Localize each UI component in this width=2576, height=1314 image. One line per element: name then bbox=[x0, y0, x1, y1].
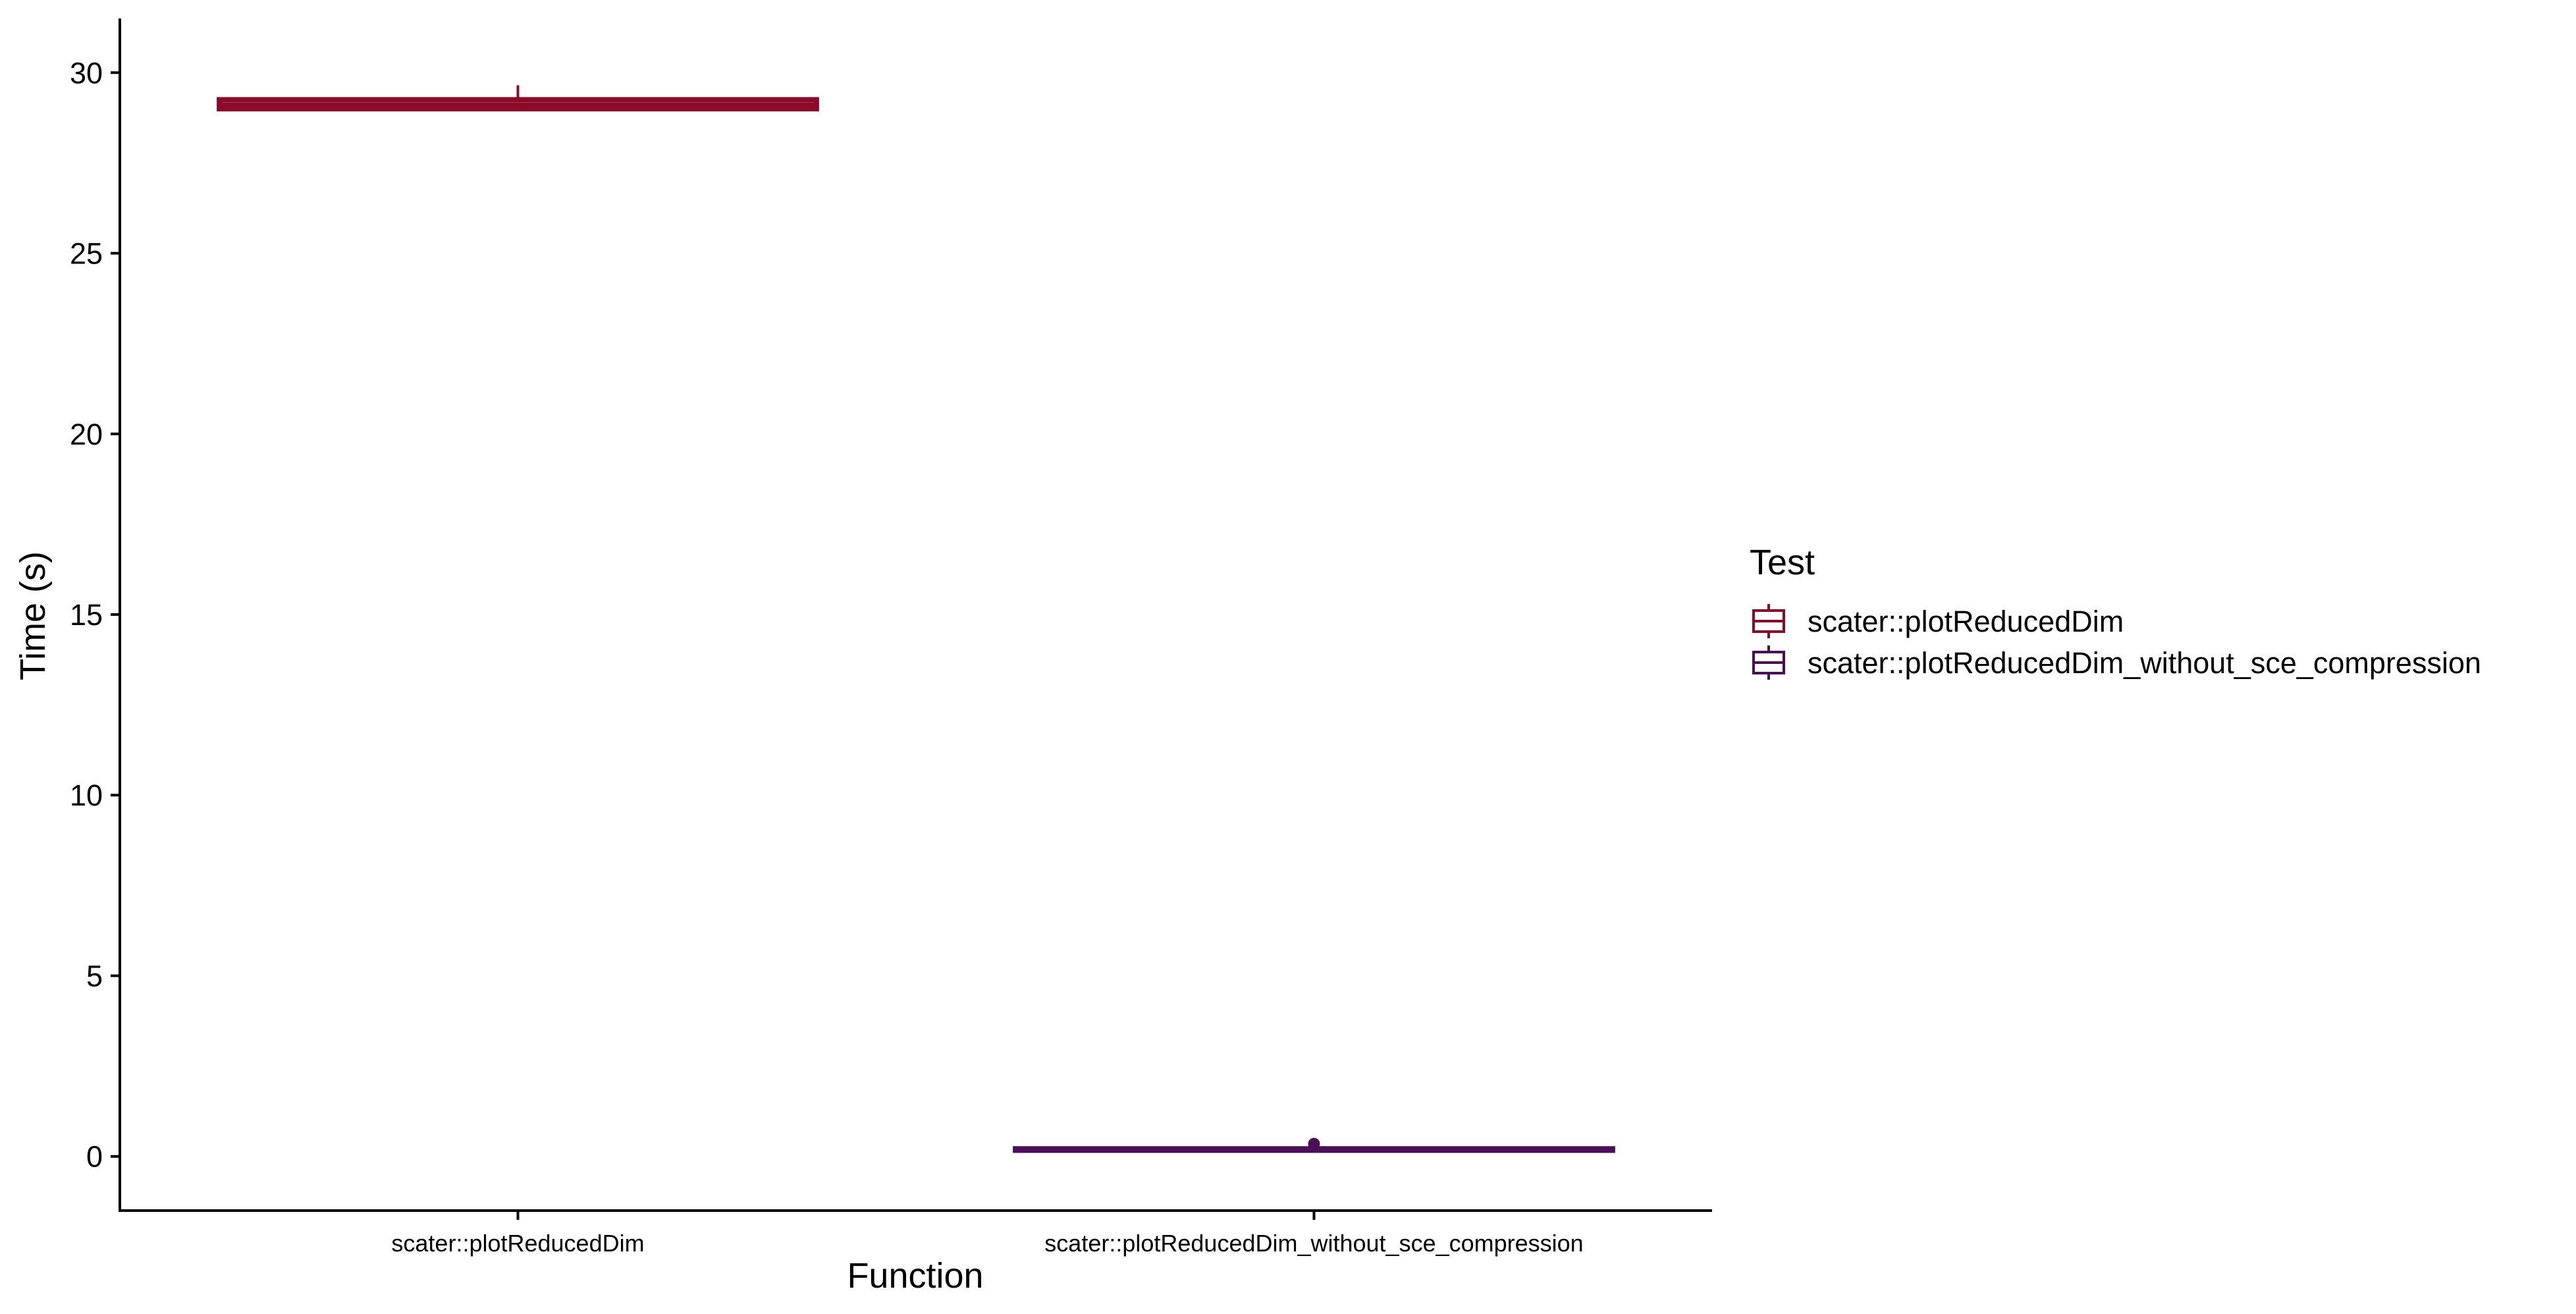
legend-title: Test bbox=[1750, 543, 1815, 582]
y-tick-label: 15 bbox=[70, 598, 103, 632]
y-tick-label: 10 bbox=[70, 779, 103, 812]
y-tick-label: 25 bbox=[70, 237, 103, 271]
plot-area bbox=[217, 85, 1615, 1153]
x-axis-title: Function bbox=[847, 1256, 983, 1296]
y-axis-title: Time (s) bbox=[13, 551, 53, 680]
x-tick-label: scater::plotReducedDim bbox=[391, 1230, 644, 1257]
y-tick-label: 30 bbox=[70, 56, 103, 90]
x-axis-ticks: scater::plotReducedDim scater::plotReduce… bbox=[391, 1211, 1584, 1257]
y-tick-label: 20 bbox=[70, 418, 103, 451]
x-tick-label: scater::plotReducedDim_without_sce_compr… bbox=[1044, 1230, 1583, 1257]
legend-key bbox=[1752, 604, 1785, 638]
y-tick-label: 5 bbox=[86, 959, 103, 993]
box-outlier bbox=[1308, 1137, 1320, 1150]
box-group bbox=[1013, 1137, 1615, 1153]
y-axis-ticks: 0 5 10 15 20 25 30 bbox=[70, 56, 120, 1174]
legend-label: scater::plotReducedDim bbox=[1808, 605, 2124, 638]
legend-label: scater::plotReducedDim_without_sce_compr… bbox=[1808, 646, 2481, 680]
y-tick-label: 0 bbox=[86, 1140, 103, 1174]
legend-key bbox=[1752, 645, 1785, 680]
legend: Test scater::plotReducedDimscater::plotR… bbox=[1750, 543, 2481, 680]
box-group bbox=[217, 85, 819, 112]
